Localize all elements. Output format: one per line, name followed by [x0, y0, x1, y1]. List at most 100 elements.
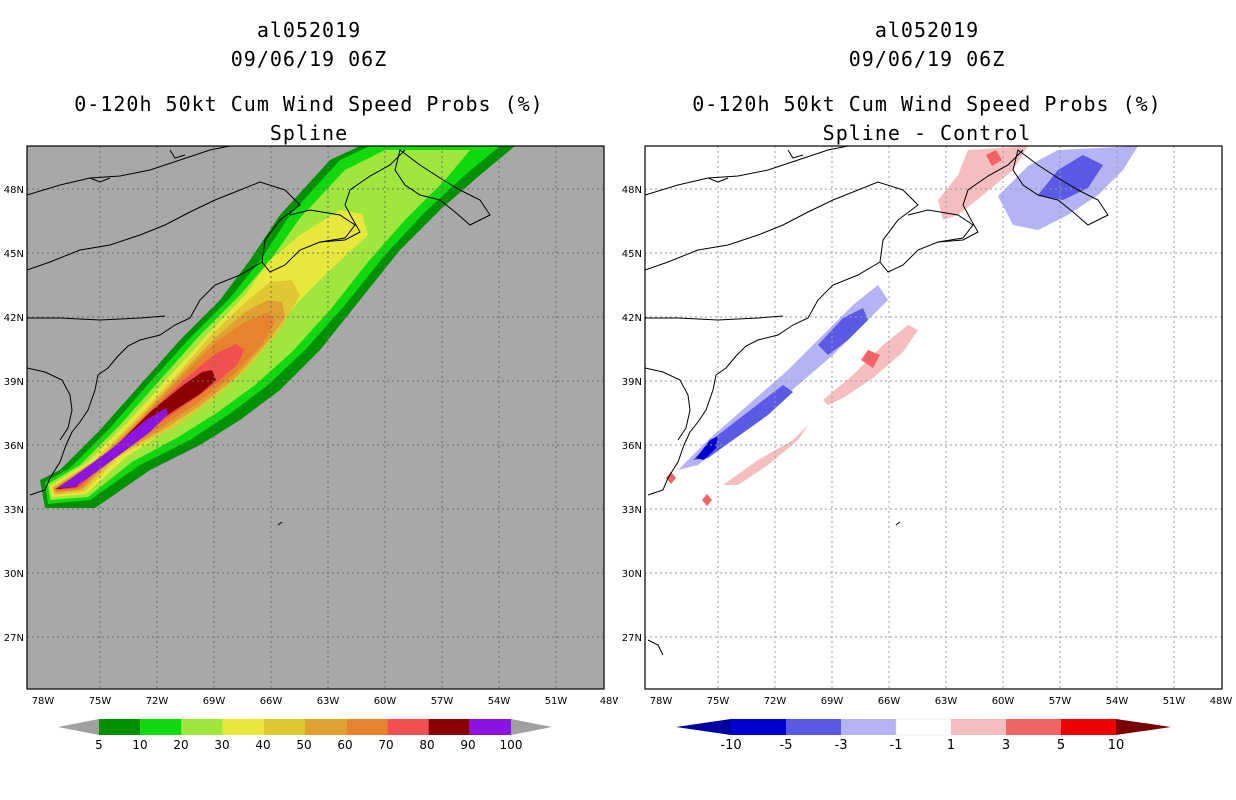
lon-label: 54W — [488, 696, 511, 707]
lon-label: 63W — [317, 696, 340, 707]
colorbar-swatch — [469, 719, 511, 735]
datetime: 09/06/19 06Z — [230, 47, 388, 71]
colorbar-over-arrow — [511, 719, 552, 735]
lat-label: 45N — [4, 249, 24, 260]
left-panel: al052019 09/06/19 06Z 0-120h 50kt Cum Wi… — [4, 18, 618, 752]
lat-label: 27N — [622, 633, 642, 644]
colorbar-swatch — [786, 719, 841, 735]
lon-label: 57W — [1049, 696, 1072, 707]
storm-id: al052019 — [874, 18, 980, 42]
lon-label: 48W — [600, 696, 618, 707]
lon-axis-labels: 78W 75W 72W 69W 66W 63W 60W 57W 54W 51W … — [650, 696, 1233, 707]
map-frame — [644, 145, 1223, 690]
colorbar-swatch — [951, 719, 1006, 735]
colorbar-label: -1 — [890, 738, 903, 753]
colorbar-label: 50 — [296, 738, 311, 752]
colorbar-swatch — [1061, 719, 1116, 735]
lon-label: 78W — [650, 696, 673, 707]
lon-label: 60W — [992, 696, 1015, 707]
lat-label: 30N — [4, 569, 24, 580]
colorbar-label: 80 — [419, 738, 434, 752]
colorbar-swatch — [305, 719, 347, 735]
lon-label: 66W — [878, 696, 901, 707]
colorbar-under-arrow — [676, 719, 731, 735]
colorbar-label: -5 — [780, 738, 793, 753]
lat-label: 42N — [622, 313, 642, 324]
lon-label: 72W — [764, 696, 787, 707]
product-title: 0-120h 50kt Cum Wind Speed Probs (%) — [692, 92, 1162, 116]
lat-label: 45N — [622, 249, 642, 260]
colorbar-swatch — [346, 719, 388, 735]
lat-label: 27N — [4, 633, 24, 644]
lon-label: 60W — [374, 696, 397, 707]
lon-label: 48W — [1210, 696, 1233, 707]
lat-label: 39N — [622, 377, 642, 388]
lon-label: 54W — [1106, 696, 1129, 707]
colorbar-label: 100 — [500, 738, 523, 752]
lat-label: 48N — [622, 185, 642, 196]
storm-id: al052019 — [256, 18, 362, 42]
lat-lon-grid — [27, 146, 604, 689]
lon-label: 78W — [32, 696, 55, 707]
lon-label: 66W — [260, 696, 283, 707]
colorbar-label: 3 — [1002, 738, 1010, 753]
lat-label: 30N — [622, 569, 642, 580]
lat-label: 42N — [4, 313, 24, 324]
colorbar-label: -3 — [835, 738, 848, 753]
colorbar-label: 5 — [1057, 738, 1065, 753]
lat-label: 33N — [622, 505, 642, 516]
colorbar-swatch — [731, 719, 786, 735]
colorbar-under-arrow — [58, 719, 99, 735]
panel-subtitle: Spline — [269, 121, 349, 145]
colorbar-label: 70 — [378, 738, 393, 752]
datetime: 09/06/19 06Z — [848, 47, 1006, 71]
colorbar-over-arrow — [1116, 719, 1171, 735]
colorbar-swatch — [1006, 719, 1061, 735]
map-frame — [26, 145, 605, 690]
lat-axis-labels: 48N 45N 42N 39N 36N 33N 30N 27N — [4, 185, 24, 644]
lat-label: 33N — [4, 505, 24, 516]
colorbar-swatch — [428, 719, 470, 735]
colorbar-swatch — [263, 719, 305, 735]
coastline — [645, 146, 1109, 656]
colorbar-swatch — [181, 719, 223, 735]
right-panel: al052019 09/06/19 06Z 0-120h 50kt Cum Wi… — [618, 0, 1236, 800]
lat-label: 36N — [622, 441, 642, 452]
lat-label: 39N — [4, 377, 24, 388]
colorbar-left: 5 10 20 30 40 50 60 70 80 90 100 — [58, 719, 552, 752]
probability-swath — [40, 146, 515, 508]
colorbar-swatch — [99, 719, 141, 735]
colorbar-swatch — [387, 719, 429, 735]
coastline — [27, 146, 491, 526]
colorbar-label: 1 — [947, 738, 955, 753]
colorbar-swatch — [895, 718, 952, 736]
product-title: 0-120h 50kt Cum Wind Speed Probs (%) — [74, 92, 544, 116]
colorbar-label: -10 — [720, 738, 741, 753]
lon-label: 57W — [431, 696, 454, 707]
lon-label: 63W — [935, 696, 958, 707]
right-map-svg: 48N 45N 42N 39N 36N 33N 30N 27N 78W 75W … — [622, 145, 1233, 753]
colorbar-label: 10 — [132, 738, 147, 752]
lon-label: 75W — [89, 696, 112, 707]
lat-label: 36N — [4, 441, 24, 452]
colorbar-label: 40 — [255, 738, 270, 752]
colorbar-label: 5 — [95, 738, 103, 752]
lat-label: 48N — [4, 185, 24, 196]
lon-label: 75W — [707, 696, 730, 707]
colorbar-label: 10 — [1108, 738, 1125, 753]
map-background — [645, 146, 1222, 689]
left-map-svg: 48N 45N 42N 39N 36N 33N 30N 27N 78W 75W … — [4, 145, 618, 752]
lat-axis-labels: 48N 45N 42N 39N 36N 33N 30N 27N — [622, 185, 642, 644]
lon-label: 69W — [821, 696, 844, 707]
lon-label: 72W — [146, 696, 169, 707]
colorbar-label: 20 — [173, 738, 188, 752]
panel-subtitle: Spline - Control — [822, 121, 1032, 145]
colorbar-swatch — [222, 719, 264, 735]
colorbar-swatch — [841, 719, 896, 735]
colorbar-right: -10 -5 -3 -1 1 3 5 10 — [676, 718, 1171, 753]
colorbar-label: 90 — [460, 738, 475, 752]
colorbar-label: 30 — [214, 738, 229, 752]
colorbar-label: 60 — [337, 738, 352, 752]
lon-label: 51W — [1163, 696, 1186, 707]
lon-label: 51W — [545, 696, 568, 707]
